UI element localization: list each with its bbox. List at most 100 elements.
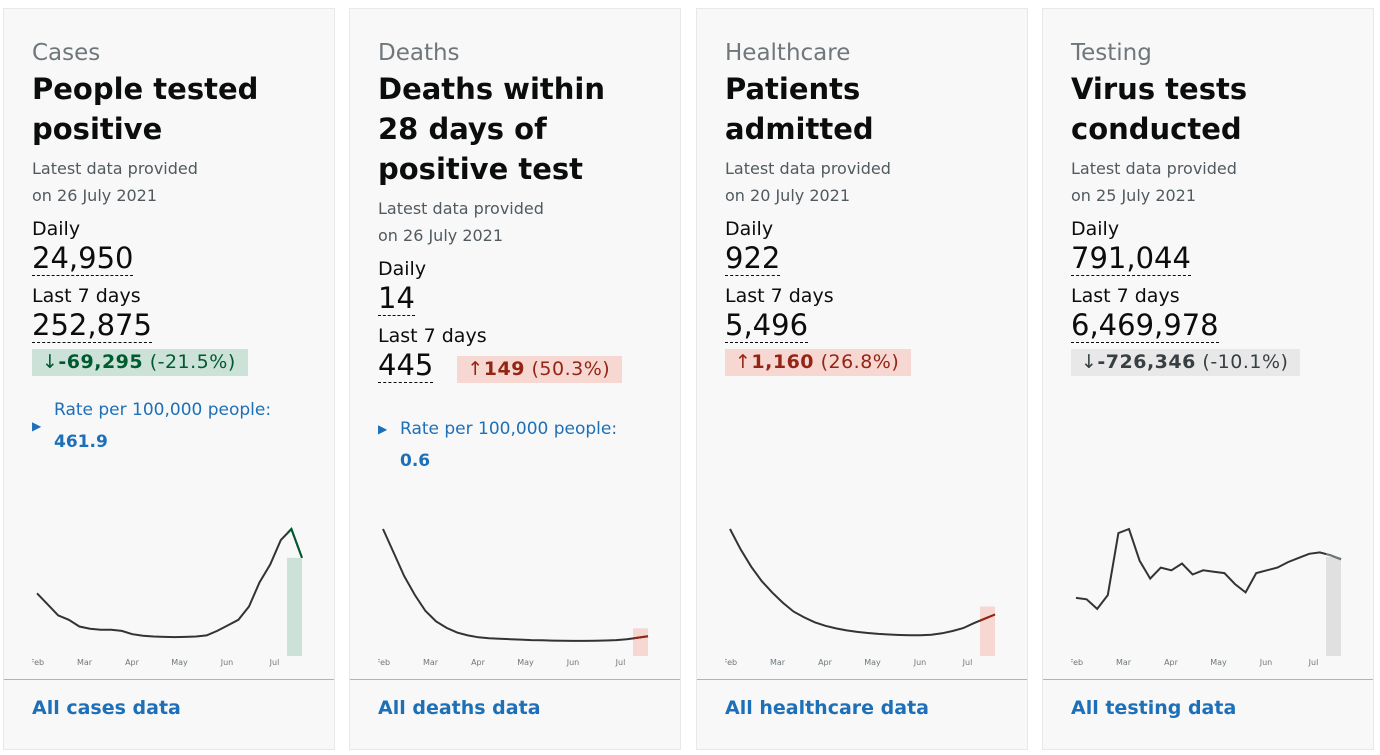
last7-row: 252,875 ↓-69,295 (-21.5%) — [32, 308, 306, 376]
sparkline-highlight — [287, 527, 303, 559]
change-value: -69,295 — [58, 351, 144, 373]
expand-toggle[interactable]: ▶ — [32, 419, 42, 433]
month-label: Mar — [1116, 658, 1132, 667]
latest-date: on 26 July 2021 — [32, 186, 158, 205]
rate: ▶ Rate per 100,000 people: 0.6 — [378, 413, 652, 477]
sparkline-highlight — [980, 613, 996, 622]
latest-label: Latest data provided — [32, 159, 198, 178]
metric-card: Deaths Deaths within 28 days of positive … — [349, 8, 681, 750]
month-label: Apr — [1164, 658, 1179, 667]
metric-card: Healthcare Patients admitted Latest data p… — [696, 8, 1028, 750]
month-label: Jun — [1259, 658, 1273, 667]
month-label: Jul — [1308, 658, 1319, 667]
month-label: Feb — [1071, 658, 1083, 667]
month-label: Jul — [615, 658, 626, 667]
last7-value: 252,875 — [32, 308, 152, 343]
divider — [1043, 679, 1373, 680]
month-label: Jun — [220, 658, 234, 667]
sparkline-highlight — [1326, 553, 1342, 561]
card-title: Virus tests conducted — [1071, 72, 1248, 146]
rate-value: 0.6 — [400, 451, 431, 471]
sparkline-highlight — [633, 635, 649, 640]
last7-label: Last 7 days — [725, 285, 834, 307]
daily-label: Daily — [378, 258, 427, 280]
card-body: Testing Virus tests conducted Latest data … — [1043, 9, 1373, 376]
card-link[interactable]: All cases data — [32, 697, 181, 719]
card-category: Healthcare — [725, 40, 851, 66]
card-link[interactable]: All testing data — [1071, 697, 1237, 719]
last7-row: 6,469,978 ↓-726,346 (-10.1%) — [1071, 308, 1345, 376]
last7-value: 6,469,978 — [1071, 308, 1219, 343]
month-label: Jul — [962, 658, 973, 667]
month-label: Apr — [125, 658, 140, 667]
change-value: -726,346 — [1097, 351, 1196, 373]
card-link[interactable]: All deaths data — [378, 697, 541, 719]
month-label: Apr — [818, 658, 833, 667]
last7-label: Last 7 days — [32, 285, 141, 307]
card-body: Cases People tested positive Latest data p… — [4, 9, 334, 458]
highlight-band — [287, 557, 302, 656]
change-value: 1,160 — [751, 351, 815, 373]
expand-toggle[interactable]: ▶ — [378, 422, 388, 436]
card-link[interactable]: All healthcare data — [725, 697, 929, 719]
sparkline-line — [36, 527, 303, 639]
highlight-band — [1326, 557, 1341, 656]
rate: ▶ Rate per 100,000 people: 461.9 — [32, 394, 306, 458]
change-badge: ↓-726,346 (-10.1%) — [1071, 349, 1301, 376]
month-label: Mar — [77, 658, 93, 667]
change-percent: (26.8%) — [820, 351, 900, 373]
daily-value: 14 — [378, 281, 415, 316]
rate-value: 461.9 — [54, 432, 108, 452]
card-title: People tested positive — [32, 72, 259, 146]
metric-card: Testing Virus tests conducted Latest data … — [1042, 8, 1374, 750]
daily-label: Daily — [32, 218, 81, 240]
change-arrow: ↓ — [1081, 351, 1098, 373]
change-percent: (-10.1%) — [1202, 351, 1289, 373]
latest-data: Latest data provided on 26 July 2021 — [32, 155, 306, 209]
card-category: Deaths — [378, 40, 460, 66]
latest-date: on 25 July 2021 — [1071, 186, 1197, 205]
month-label: Feb — [725, 658, 737, 667]
metric-card: Cases People tested positive Latest data p… — [3, 8, 335, 750]
change-percent: (-21.5%) — [149, 351, 236, 373]
latest-data: Latest data provided on 25 July 2021 — [1071, 155, 1345, 209]
latest-date: on 26 July 2021 — [378, 226, 504, 245]
rate-label: Rate per 100,000 people: — [54, 400, 272, 420]
month-label: May — [864, 658, 881, 667]
month-label: Feb — [378, 658, 390, 667]
latest-data: Latest data provided on 26 July 2021 — [378, 195, 652, 249]
last7-value: 5,496 — [725, 308, 809, 343]
change-badge: ↑1,160 (26.8%) — [725, 349, 912, 376]
month-label: Jul — [269, 658, 280, 667]
month-label: May — [517, 658, 534, 667]
card-title: Deaths within 28 days of positive test — [378, 72, 606, 186]
latest-date: on 20 July 2021 — [725, 186, 851, 205]
month-label: Jun — [913, 658, 927, 667]
change-percent: (50.3%) — [531, 358, 611, 380]
sparkline: Feb Mar Apr May Jun Jul — [1071, 527, 1342, 667]
last7-value: 445 — [378, 348, 434, 383]
change-value: 149 — [483, 358, 525, 380]
change-badge: ↓-69,295 (-21.5%) — [32, 349, 248, 376]
month-label: Apr — [471, 658, 486, 667]
month-label: Mar — [423, 658, 439, 667]
month-label: Feb — [32, 658, 44, 667]
sparkline-line — [729, 528, 996, 637]
card-body: Healthcare Patients admitted Latest data p… — [697, 9, 1027, 376]
rate-label: Rate per 100,000 people: — [400, 419, 618, 439]
sparkline: Feb Mar Apr May Jun Jul — [378, 528, 649, 667]
card-category: Testing — [1071, 40, 1152, 66]
latest-data: Latest data provided on 20 July 2021 — [725, 155, 999, 209]
divider — [350, 679, 680, 680]
latest-label: Latest data provided — [1071, 159, 1237, 178]
daily-value: 791,044 — [1071, 241, 1191, 276]
change-arrow: ↑ — [467, 358, 484, 380]
last7-label: Last 7 days — [1071, 285, 1180, 307]
card-title: Patients admitted — [725, 72, 874, 146]
sparkline: Feb Mar Apr May Jun Jul — [725, 528, 996, 667]
divider — [697, 679, 1027, 680]
sparkline-line — [382, 528, 649, 642]
last7-row: 445 ↑149 (50.3%) — [378, 348, 652, 383]
change-arrow: ↓ — [42, 351, 59, 373]
